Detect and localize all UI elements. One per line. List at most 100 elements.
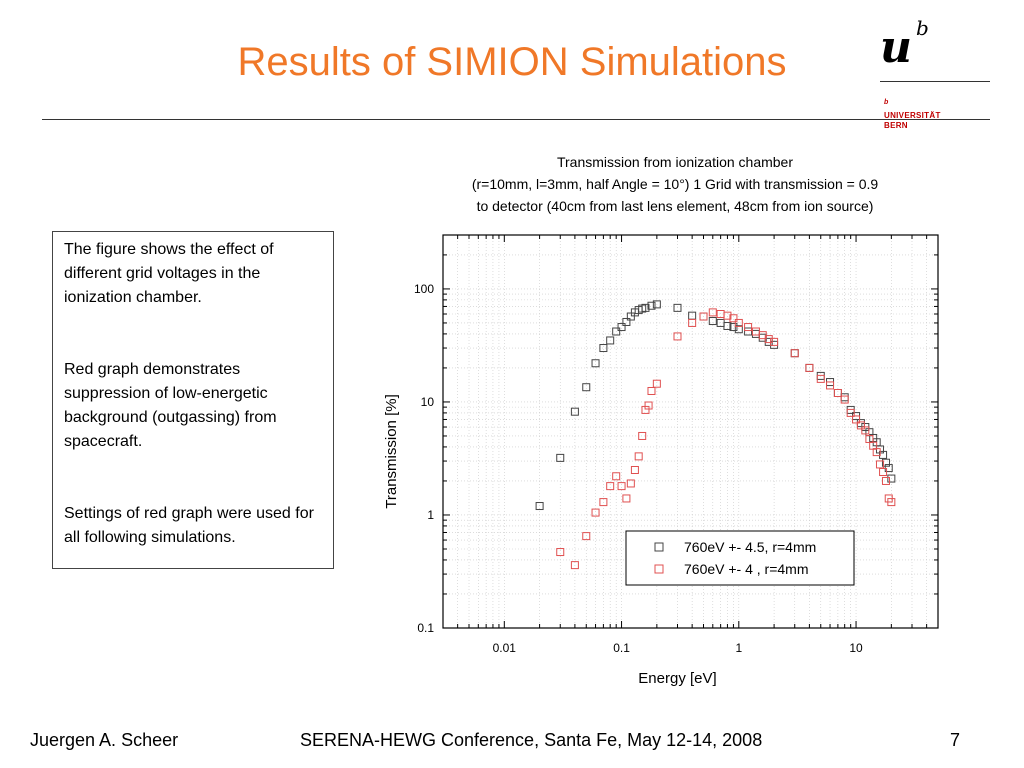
x-tick-label: 0.01 <box>493 641 517 655</box>
data-point-series-2 <box>708 308 717 317</box>
data-point-series-2 <box>887 498 896 507</box>
data-point-series-2 <box>734 318 743 327</box>
data-point-series-1 <box>641 303 650 312</box>
y-axis-label: Transmission [%] <box>383 394 400 508</box>
y-tick-label: 100 <box>414 282 434 296</box>
y-tick-label: 1 <box>427 508 434 522</box>
data-point-series-1 <box>626 312 635 321</box>
logo-mark-b: b <box>916 16 929 40</box>
data-point-series-2 <box>764 335 773 344</box>
x-tick-label: 1 <box>735 641 742 655</box>
legend-label-2: 760eV +- 4 , r=4mm <box>684 561 809 577</box>
data-point-series-2 <box>688 318 697 327</box>
data-point-series-1 <box>622 317 631 326</box>
legend-box <box>625 530 855 586</box>
data-point-series-2 <box>599 498 608 507</box>
data-point-series-2 <box>816 374 825 383</box>
footer-page-number: 7 <box>950 730 961 750</box>
explanation-paragraph-3: Settings of red graph were used for all … <box>64 505 314 546</box>
explanation-paragraph-1: The figure shows the effect of different… <box>64 241 274 306</box>
data-point-series-1 <box>729 323 738 332</box>
data-point-series-1 <box>599 344 608 353</box>
logo-line-1: UNIVERSITÄT <box>884 111 941 120</box>
data-point-series-2 <box>833 389 842 398</box>
data-point-series-2 <box>617 482 626 491</box>
data-point-series-2 <box>861 426 870 435</box>
data-point-series-1 <box>606 336 615 345</box>
data-point-series-2 <box>840 395 849 404</box>
data-point-series-1 <box>535 502 544 511</box>
data-point-series-1 <box>879 450 888 459</box>
data-point-series-1 <box>570 407 579 416</box>
data-point-series-2 <box>630 465 639 474</box>
data-point-series-1 <box>617 323 626 332</box>
university-logo: u b b UNIVERSITÄT BERN <box>880 12 990 130</box>
data-point-series-2 <box>556 548 565 557</box>
data-point-series-2 <box>852 415 861 424</box>
data-point-series-1 <box>887 474 896 483</box>
y-tick-label: 0.1 <box>417 621 434 635</box>
data-point-series-2 <box>652 379 661 388</box>
data-point-series-2 <box>805 363 814 372</box>
data-point-series-2 <box>856 421 865 430</box>
slide-title: Results of SIMION Simulations <box>237 40 787 84</box>
chart-title-line-1: Transmission from ionization chamber <box>557 154 793 170</box>
data-point-series-1 <box>723 321 732 330</box>
data-point-series-1 <box>881 458 890 467</box>
data-point-series-2 <box>582 532 591 541</box>
data-point-series-2 <box>644 401 653 410</box>
data-point-series-2 <box>723 311 732 320</box>
legend-label-1: 760eV +- 4.5, r=4mm <box>684 539 816 555</box>
data-point-series-2 <box>647 386 656 395</box>
x-tick-label: 0.1 <box>613 641 630 655</box>
data-point-series-1 <box>652 300 661 309</box>
data-point-series-2 <box>879 468 888 477</box>
x-axis-label: Energy [eV] <box>638 670 716 687</box>
logo-divider <box>880 81 990 82</box>
data-point-series-2 <box>770 337 779 346</box>
data-point-series-2 <box>826 381 835 390</box>
data-point-series-1 <box>612 327 621 336</box>
data-point-series-1 <box>833 389 842 398</box>
data-point-series-1 <box>708 317 717 326</box>
data-point-series-2 <box>846 408 855 417</box>
footer-conference: SERENA-HEWG Conference, Santa Fe, May 12… <box>300 730 763 750</box>
data-point-series-1 <box>591 359 600 368</box>
data-point-series-2 <box>634 452 643 461</box>
data-point-series-2 <box>673 332 682 341</box>
explanation-textbox: The figure shows the effect of different… <box>52 231 334 569</box>
logo-superscript: b <box>884 99 889 106</box>
chart-title-line-2: (r=10mm, l=3mm, half Angle = 10°) 1 Grid… <box>472 176 879 192</box>
logo-line-2: BERN <box>884 121 908 130</box>
plot-frame <box>442 234 939 629</box>
chart-title-line-3: to detector (40cm from last lens element… <box>477 198 874 214</box>
data-point-series-2 <box>729 314 738 323</box>
data-point-series-1 <box>744 327 753 336</box>
data-point-series-2 <box>638 431 647 440</box>
data-point-series-2 <box>875 460 884 469</box>
x-tick-label: 10 <box>849 641 863 655</box>
data-point-series-1 <box>673 303 682 312</box>
title-divider <box>42 119 990 120</box>
data-point-series-2 <box>570 561 579 570</box>
data-point-series-1 <box>582 383 591 392</box>
data-point-series-2 <box>606 482 615 491</box>
data-point-series-2 <box>626 479 635 488</box>
data-point-series-2 <box>622 494 631 503</box>
data-point-series-1 <box>647 301 656 310</box>
data-point-series-2 <box>699 312 708 321</box>
data-point-series-2 <box>881 476 890 485</box>
data-point-series-2 <box>744 323 753 332</box>
data-point-series-1 <box>556 453 565 462</box>
y-tick-label: 10 <box>421 395 435 409</box>
explanation-paragraph-2: Red graph demonstrates suppression of lo… <box>64 361 277 450</box>
logo-mark-u: u <box>880 22 912 73</box>
data-point-series-2 <box>591 508 600 517</box>
data-point-series-1 <box>734 325 743 334</box>
data-point-series-2 <box>872 448 881 457</box>
data-point-series-2 <box>612 472 621 481</box>
footer-author: Juergen A. Scheer <box>30 730 179 750</box>
legend-marker-2 <box>654 564 664 574</box>
data-point-series-2 <box>790 349 799 358</box>
transmission-chart: Transmission from ionization chamber (r=1… <box>383 154 939 687</box>
